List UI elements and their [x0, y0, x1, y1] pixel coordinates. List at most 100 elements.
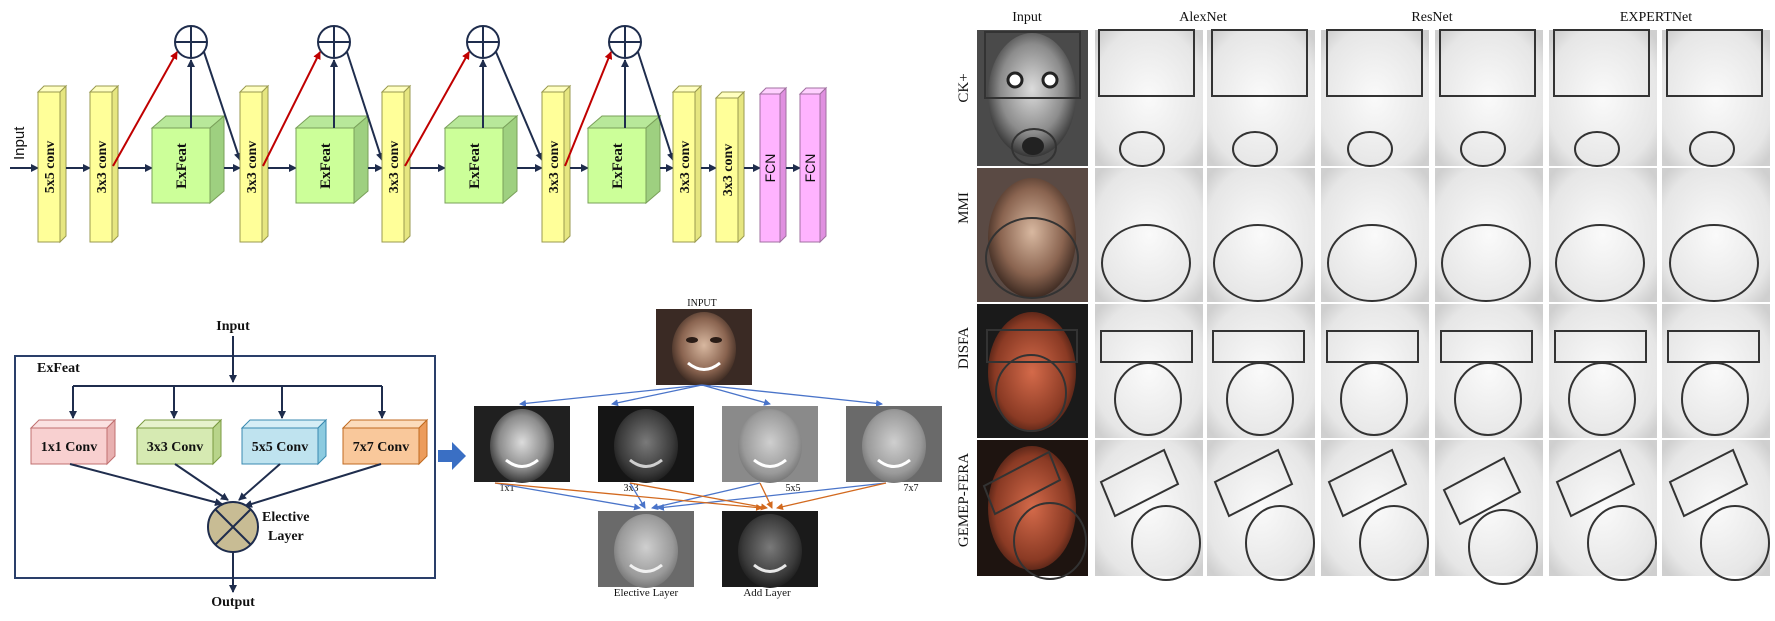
feature-input-label: INPUT: [687, 298, 716, 309]
saliency-map: [1207, 168, 1315, 302]
saliency-map: [1549, 29, 1657, 167]
input-image-gemep-fera: [977, 440, 1088, 580]
layer-label: 3x3 conv: [245, 141, 260, 194]
feature-map-7x7: [846, 406, 942, 483]
layer-label: 3x3 conv: [387, 141, 402, 194]
layer-label: ExFeat: [318, 143, 334, 189]
layer-conv-3x3: 3x3 conv: [714, 90, 746, 244]
feature-map-1x1: [474, 406, 570, 483]
saliency-map: [1435, 304, 1543, 438]
layer-exfeat: ExFeat: [443, 114, 519, 205]
elective-label: Layer: [268, 529, 304, 544]
saliency-map: [1095, 304, 1203, 438]
saliency-map: [1549, 304, 1657, 438]
column-header-resnet: ResNet: [1411, 10, 1452, 25]
saliency-map: [1662, 29, 1770, 167]
layer-conv-3x3: 3x3 conv: [88, 84, 120, 244]
layer-fcn: FCN: [758, 86, 788, 244]
feature-label-3x3: 3x3: [624, 483, 639, 494]
saliency-map: [1549, 168, 1657, 302]
saliency-map: [1207, 304, 1315, 438]
exfeat-input-label: Input: [216, 319, 250, 334]
feature-label-1x1: 1x1: [500, 483, 515, 494]
input-image-ck: [977, 30, 1088, 166]
feature-map-3x3: [598, 406, 694, 483]
elective-layer-caption: Elective Layer: [614, 587, 679, 599]
skip-arrow: [262, 51, 321, 167]
saliency-map: [1207, 29, 1315, 167]
layer-label: ExFeat: [610, 143, 626, 189]
feature-map-5x5: [722, 406, 818, 483]
elective-layer-output-image: [598, 511, 694, 588]
branch-5x5-conv: 5x5 Conv: [240, 418, 328, 466]
saliency-map: [1435, 29, 1543, 167]
layer-exfeat: ExFeat: [294, 114, 370, 205]
column-header-alexnet: AlexNet: [1179, 10, 1227, 25]
saliency-map: [1321, 304, 1429, 438]
layer-label: FCN: [802, 154, 818, 183]
layer-label: ExFeat: [174, 143, 190, 189]
branch-1x1-conv: 1x1 Conv: [29, 418, 117, 466]
pipeline-input-label: Input: [11, 126, 28, 160]
add-layer-caption: Add Layer: [743, 587, 791, 599]
branch-label: 5x5 Conv: [252, 440, 308, 455]
branch-label: 1x1 Conv: [41, 440, 97, 455]
layer-conv-5x5: 5x5 conv: [36, 84, 68, 244]
layer-label: 3x3 conv: [547, 141, 562, 194]
block-arrow-icon: [438, 442, 466, 470]
saliency-map: [1549, 440, 1657, 581]
layer-label: 5x5 conv: [43, 141, 58, 194]
branch-3x3-conv: 3x3 Conv: [135, 418, 223, 466]
add-layer-output-image: [722, 511, 818, 588]
branch-7x7-conv: 7x7 Conv: [341, 418, 429, 466]
layer-exfeat: ExFeat: [150, 114, 226, 205]
saliency-map: [1321, 29, 1429, 167]
saliency-map: [1435, 440, 1543, 585]
layer-label: 3x3 conv: [678, 141, 693, 194]
saliency-map: [1207, 440, 1315, 581]
column-header-expertnet: EXPERTNet: [1620, 10, 1692, 25]
feature-label-7x7: 7x7: [904, 483, 919, 494]
feature-label-5x5: 5x5: [786, 483, 801, 494]
row-label-gemep-fera: GEMEP-FERA: [956, 453, 972, 547]
saliency-map: [1321, 168, 1429, 302]
layer-label: FCN: [762, 154, 778, 183]
layer-conv-3x3: 3x3 conv: [671, 84, 703, 244]
layer-conv-3x3: 3x3 conv: [380, 84, 412, 244]
input-image-mmi: [977, 168, 1088, 302]
skip-arrow: [564, 51, 613, 167]
exfeat-block-diagram: Input ExFeat 1x1 Conv 3x3 Conv 5x5 Conv: [14, 319, 436, 610]
saliency-map: [1321, 440, 1429, 581]
column-header-input: Input: [1012, 10, 1042, 25]
saliency-map: [1095, 29, 1203, 167]
saliency-map: [1095, 168, 1203, 302]
elective-label: Elective: [262, 510, 309, 525]
row-label-mmi: MMI: [956, 192, 972, 224]
input-image-disfa: [977, 304, 1088, 438]
skip-arrow: [112, 51, 178, 167]
comparison-grid: Input AlexNet ResNet EXPERTNet CK+ MMI D…: [956, 10, 1770, 585]
layer-conv-3x3: 3x3 conv: [540, 84, 572, 244]
layer-label: 3x3 conv: [721, 144, 736, 197]
saliency-map: [1662, 440, 1770, 581]
pipeline-diagram: Input 5x5 conv 3x3 conv ExFeat: [10, 25, 828, 244]
feature-input-image: [656, 309, 752, 386]
skip-arrow: [404, 51, 470, 167]
row-label-disfa: DISFA: [956, 327, 972, 369]
branch-label: 7x7 Conv: [353, 440, 409, 455]
elective-layer-node: [207, 501, 259, 553]
saliency-map: [1435, 168, 1543, 302]
layer-label: ExFeat: [467, 143, 483, 189]
exfeat-frame: [14, 355, 436, 579]
feature-map-diagram: INPUT: [474, 298, 942, 599]
layer-exfeat: ExFeat: [586, 114, 662, 205]
exfeat-output-label: Output: [211, 595, 255, 610]
exfeat-title: ExFeat: [37, 361, 80, 376]
branch-label: 3x3 Conv: [147, 440, 203, 455]
layer-label: 3x3 conv: [95, 141, 110, 194]
layer-fcn: FCN: [798, 86, 828, 244]
saliency-map: [1095, 440, 1203, 581]
row-label-ck: CK+: [956, 73, 972, 102]
saliency-map: [1662, 168, 1770, 302]
saliency-map: [1662, 304, 1770, 438]
